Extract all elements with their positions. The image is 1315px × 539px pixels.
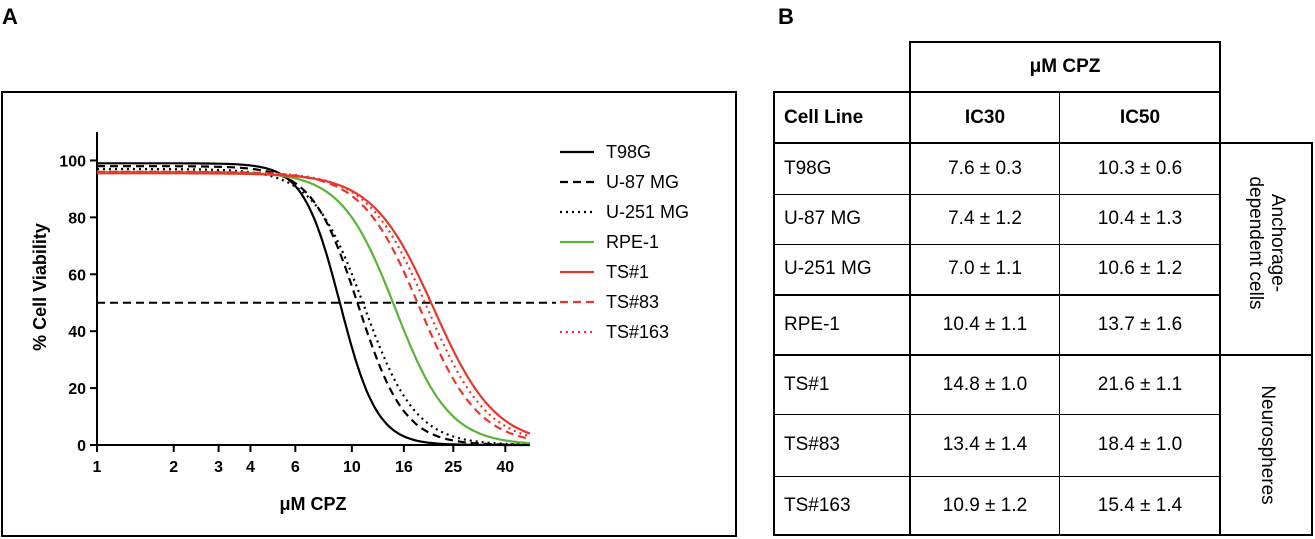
table-line [775, 414, 1220, 415]
legend-label: TS#1 [606, 262, 649, 282]
table-line [775, 476, 1220, 477]
series-line-ts-163 [97, 170, 531, 438]
table-row-2-cell-line: U-251 MG [784, 258, 872, 279]
legend-label: TS#163 [606, 322, 669, 342]
table-row-3-ic50: 13.7 ± 1.6 [1097, 314, 1183, 335]
table-row-0-cell-line: T98G [784, 158, 832, 179]
x-tick-label: 40 [496, 459, 514, 476]
y-tick-label: 40 [68, 324, 86, 341]
table-row-6-ic30: 10.9 ± 1.2 [942, 495, 1028, 516]
table-row-3-ic30: 10.4 ± 1.1 [942, 314, 1028, 335]
table-line [1219, 41, 1221, 536]
table-row-2-ic50: 10.6 ± 1.2 [1097, 258, 1183, 279]
legend-label: RPE-1 [606, 232, 659, 252]
series-line-u-251-mg [97, 167, 531, 446]
table-row-3-cell-line: RPE-1 [784, 314, 840, 335]
series-line-rpe-1 [97, 170, 531, 445]
series-line-ts-83 [97, 170, 531, 440]
legend-label: U-251 MG [606, 202, 689, 222]
table-line [773, 534, 1313, 536]
table-row-5-ic30: 13.4 ± 1.4 [942, 434, 1028, 455]
table-line [909, 41, 1221, 43]
table-row-6-cell-line: TS#163 [784, 495, 851, 516]
group-label-anchorage-line1: Anchorage- [1267, 193, 1288, 293]
table-line [1311, 142, 1313, 536]
legend-label: T98G [606, 142, 651, 162]
table-header-ic30: IC30 [964, 107, 1006, 128]
chart-frame [1, 91, 737, 537]
table-header-ic50: IC50 [1119, 107, 1161, 128]
series-line-u-87-mg [97, 165, 530, 446]
table-row-6-ic50: 15.4 ± 1.4 [1097, 495, 1183, 516]
legend-label: TS#83 [606, 292, 659, 312]
y-tick-label: 100 [59, 153, 86, 170]
x-axis-label: μM CPZ [279, 494, 346, 514]
table-row-4-ic50: 21.6 ± 1.1 [1097, 374, 1183, 395]
x-tick-label: 3 [214, 459, 223, 476]
table-row-1-ic50: 10.4 ± 1.3 [1097, 208, 1183, 229]
legend-label: U-87 MG [606, 172, 679, 192]
x-tick-label: 2 [169, 459, 178, 476]
table-line [773, 91, 775, 536]
table-row-2-ic30: 7.0 ± 1.1 [948, 258, 1022, 279]
table-line [775, 354, 1313, 356]
x-tick-label: 6 [291, 459, 300, 476]
table-row-4-ic30: 14.8 ± 1.0 [942, 374, 1028, 395]
table-row-1-cell-line: U-87 MG [784, 208, 862, 229]
table-line [775, 244, 1220, 245]
table-row-0-ic30: 7.6 ± 0.3 [948, 158, 1022, 179]
dose-response-chart: 0 20 40 60 80 100 1 2 3 4 6 10 16 25 40 T98G U-87 MG U-2… [1, 91, 737, 537]
y-tick-label: 60 [68, 267, 86, 284]
table-row-5-ic50: 18.4 ± 1.0 [1097, 434, 1183, 455]
group-label-neurospheres-line1: Neurospheres [1257, 385, 1278, 505]
x-tick-label: 4 [246, 459, 255, 476]
table-line [909, 41, 911, 536]
panel-a-letter: A [2, 4, 18, 29]
table-row-0-ic50: 10.3 ± 0.6 [1097, 158, 1183, 179]
y-tick-label: 80 [68, 210, 86, 227]
group-label-neurospheres: Neurospheres [1254, 355, 1278, 535]
y-tick-label: 0 [77, 438, 86, 455]
table-line [773, 91, 1221, 93]
table-line [775, 294, 1220, 296]
y-axis-label: % Cell Viability [30, 223, 50, 351]
table-line [773, 142, 1313, 144]
group-label-anchorage-line2: dependent cells [1245, 176, 1266, 310]
x-tick-label: 16 [395, 459, 413, 476]
x-tick-label: 1 [93, 459, 102, 476]
x-tick-label: 10 [343, 459, 361, 476]
table-line [1059, 91, 1060, 536]
table-header-cell-line: Cell Line [784, 107, 864, 128]
table-line [775, 194, 1220, 195]
group-label-anchorage: Anchorage- dependent cells [1244, 143, 1288, 343]
y-tick-label: 20 [68, 381, 86, 398]
table-row-5-cell-line: TS#83 [784, 434, 840, 455]
series-line-t98g [97, 162, 530, 447]
table-row-4-cell-line: TS#1 [784, 374, 830, 395]
table-group-header: μM CPZ [1029, 56, 1101, 77]
panel-b-letter: B [778, 4, 794, 29]
table-row-1-ic30: 7.4 ± 1.2 [948, 208, 1022, 229]
x-tick-label: 25 [444, 459, 462, 476]
